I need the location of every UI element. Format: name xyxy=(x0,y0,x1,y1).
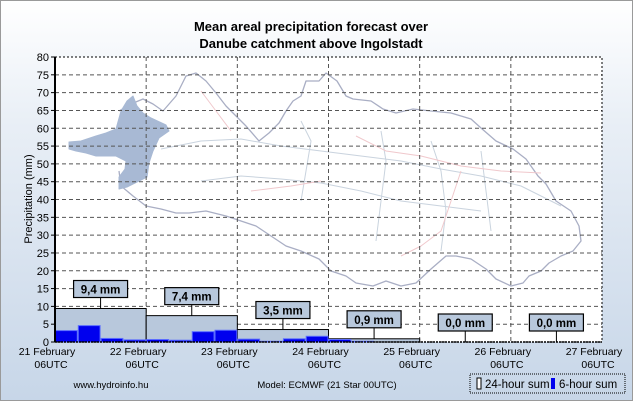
y-tick-label: 45 xyxy=(37,177,49,189)
border-lines xyxy=(200,90,542,257)
y-tick-label: 80 xyxy=(37,52,49,64)
y-tick-label: 70 xyxy=(37,88,49,100)
y-tick-label: 0 xyxy=(43,337,49,349)
x-tick-label-time: 06UTC xyxy=(34,359,68,371)
highlighted-subcatchment xyxy=(68,95,170,190)
x-tick-label-date: 25 February xyxy=(383,346,440,358)
data-label-box xyxy=(346,310,402,329)
x-tick-label-date: 24 February xyxy=(292,346,349,358)
model-info: Model: ECMWF (21 Star 00UTC) xyxy=(257,380,396,391)
y-axis-ticks: 0 5 10 15 20 25 30 35 40 45 50 55 60 65 70 75 80 xyxy=(37,52,55,349)
y-tick-label: 25 xyxy=(37,248,49,260)
bar-6-hour xyxy=(55,330,78,343)
y-tick-label: 55 xyxy=(37,141,49,153)
bar-6-hour xyxy=(328,339,352,343)
data-label-box xyxy=(72,279,129,299)
y-tick-label: 30 xyxy=(37,230,49,242)
data-label-box xyxy=(255,300,311,320)
legend-label-24h: 24-hour sum xyxy=(485,379,550,391)
x-tick-label-date: 21 February xyxy=(19,346,76,358)
y-tick-label: 35 xyxy=(37,212,49,224)
y-tick-label: 10 xyxy=(37,301,49,313)
y-tick-label: 5 xyxy=(43,319,49,331)
x-tick-label-date: 27 February xyxy=(566,346,623,358)
bars-6-hour xyxy=(55,325,375,343)
legend-box xyxy=(469,373,626,394)
y-tick-label: 65 xyxy=(37,105,49,117)
source-link[interactable]: www.hydroinfo.hu xyxy=(73,380,149,391)
x-tick-label-time: 06UTC xyxy=(217,359,251,371)
x-tick-label-date: 22 February xyxy=(110,346,167,358)
catchment-map xyxy=(68,72,582,287)
legend-label-6h: 6-hour sum xyxy=(559,379,617,391)
bar-6-hour xyxy=(282,338,306,343)
data-label-box xyxy=(528,313,585,332)
bar-6-hour xyxy=(214,329,238,343)
legend: 24-hour sum 6-hour sum xyxy=(469,373,626,394)
data-label-box xyxy=(437,313,493,332)
basin-outline xyxy=(118,72,582,287)
bar-6-hour xyxy=(100,337,124,343)
chart-title-line-1: Mean areal precipitation forecast over xyxy=(194,19,428,34)
bar-6-hour xyxy=(191,331,215,343)
x-tick-label-time: 06UTC xyxy=(308,359,342,371)
y-axis-label: Precipitation (mm) xyxy=(23,154,35,243)
grid xyxy=(55,57,602,342)
data-labels-24-hour: 9,4 mm 7,4 mm 3,5 mm 0,9 mm 0,0 mm 0,0 mm xyxy=(72,279,585,342)
y-tick-label: 40 xyxy=(37,195,49,207)
y-tick-label: 50 xyxy=(37,159,49,171)
x-tick-label-time: 06UTC xyxy=(581,359,615,371)
y-tick-label: 15 xyxy=(37,284,49,296)
data-label: 7,4 mm xyxy=(172,292,212,304)
data-label: 0,0 mm xyxy=(445,318,485,330)
bar-6-hour xyxy=(77,325,101,343)
x-tick-label-date: 23 February xyxy=(201,346,258,358)
river-lines xyxy=(160,120,562,252)
bar-6-hour xyxy=(305,335,329,343)
x-tick-label-time: 06UTC xyxy=(126,359,160,371)
data-label: 9,4 mm xyxy=(81,285,121,297)
chart-title-line-2: Danube catchment above Ingolstadt xyxy=(199,36,423,51)
x-tick-label-date: 26 February xyxy=(475,346,532,358)
data-label: 0,0 mm xyxy=(537,318,577,330)
data-label: 0,9 mm xyxy=(354,315,394,327)
y-tick-label: 60 xyxy=(37,123,49,135)
x-tick-label-time: 06UTC xyxy=(399,359,433,371)
x-tick-label-time: 06UTC xyxy=(490,359,524,371)
data-label: 3,5 mm xyxy=(263,306,303,318)
y-tick-label: 75 xyxy=(37,70,49,82)
y-tick-label: 20 xyxy=(37,266,49,278)
legend-swatch-24h xyxy=(476,377,482,390)
data-label-box xyxy=(164,287,220,306)
legend-swatch-6h xyxy=(551,378,555,389)
